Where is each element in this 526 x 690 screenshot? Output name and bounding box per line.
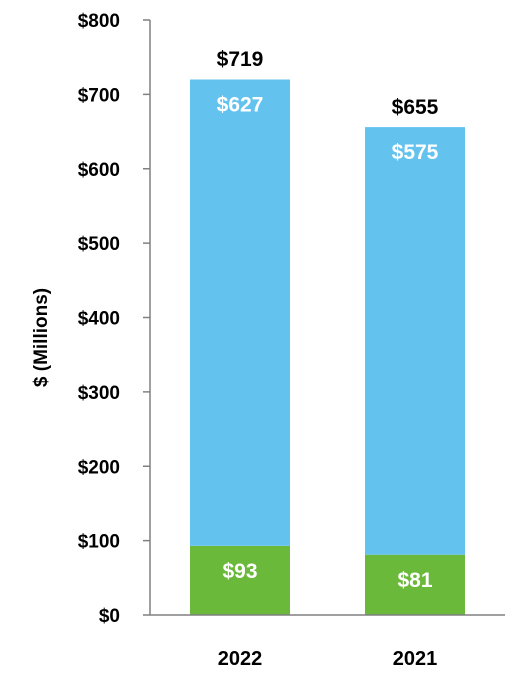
data-labels: $93 $627 $719 $81 $575 $655 [217,48,439,592]
y-tick-label: $300 [78,383,120,404]
segment-value-label: $575 [392,141,439,164]
segment-value-label: $627 [217,94,264,117]
bar-segment [365,554,465,615]
y-tick-label: $500 [78,234,120,255]
y-axis-title: $ (Millions) [31,288,52,387]
y-tick-label: $600 [78,160,120,181]
y-ticks: $0 $100 $200 $300 $400 $500 $600 $700 $800 [78,11,150,627]
y-tick-label: $200 [78,457,120,478]
bar-segment [365,127,465,555]
bar-total-label: $719 [217,48,264,71]
category-labels: 2022 2021 [218,648,438,670]
segment-value-label: $93 [222,560,257,583]
y-tick-label: $100 [78,532,120,553]
bar-total-label: $655 [392,96,439,119]
x-category-label: 2021 [393,648,438,670]
y-tick-label: $700 [78,85,120,106]
y-tick-label: $0 [99,606,120,627]
segment-value-label: $81 [397,569,432,592]
y-tick-label: $400 [78,309,120,330]
bar-segment [190,545,290,615]
x-category-label: 2022 [218,648,263,670]
bar-segment [190,79,290,546]
bars-layer [190,79,465,615]
y-tick-label: $800 [78,11,120,32]
